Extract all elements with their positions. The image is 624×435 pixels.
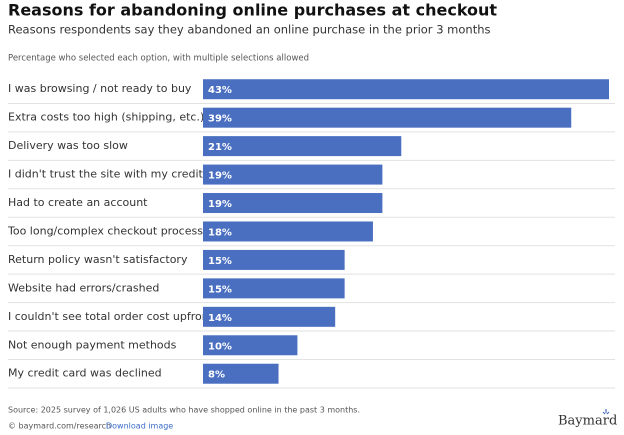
value-label: 43% [208, 85, 232, 96]
value-label: 19% [208, 171, 232, 182]
category-label: Had to create an account [8, 196, 148, 209]
chart-subtitle: Reasons respondents say they abandoned a… [8, 23, 490, 37]
bar [203, 79, 609, 100]
category-label: Delivery was too slow [8, 139, 128, 152]
bar [203, 278, 345, 299]
category-label: My credit card was declined [8, 367, 162, 380]
category-label: I couldn't see total order cost upfront [8, 310, 214, 323]
value-label: 19% [208, 199, 232, 210]
brand-logo: Baymard [558, 414, 617, 429]
value-label: 8% [208, 370, 225, 381]
credit: © baymard.com/research [8, 422, 111, 431]
category-label: I didn't trust the site with my credit c… [8, 168, 230, 181]
value-label: 15% [208, 284, 232, 295]
value-label: 39% [208, 114, 232, 125]
value-label: 18% [208, 227, 232, 238]
category-label: I was browsing / not ready to buy [8, 82, 192, 95]
bar [203, 193, 383, 214]
chart-note: Percentage who selected each option, wit… [8, 54, 309, 64]
bar [203, 164, 383, 185]
value-label: 21% [208, 142, 232, 153]
bar [203, 107, 572, 128]
category-label: Return policy wasn't satisfactory [8, 253, 188, 266]
bar [203, 363, 279, 384]
bar [203, 249, 345, 270]
chart-title: Reasons for abandoning online purchases … [8, 1, 497, 20]
value-label: 15% [208, 256, 232, 267]
bar [203, 306, 336, 327]
category-label: Extra costs too high (shipping, etc.) [8, 111, 204, 124]
brand-mark [602, 409, 610, 415]
download-link[interactable]: Download image [106, 422, 173, 431]
bar [203, 335, 298, 356]
bar [203, 221, 373, 242]
category-label: Not enough payment methods [8, 338, 177, 351]
category-label: Too long/complex checkout process [7, 224, 203, 237]
category-label: Website had errors/crashed [8, 281, 159, 294]
value-label: 14% [208, 313, 232, 324]
value-label: 10% [208, 341, 232, 352]
bar [203, 136, 402, 157]
source-note: Source: 2025 survey of 1,026 US adults w… [8, 406, 360, 415]
